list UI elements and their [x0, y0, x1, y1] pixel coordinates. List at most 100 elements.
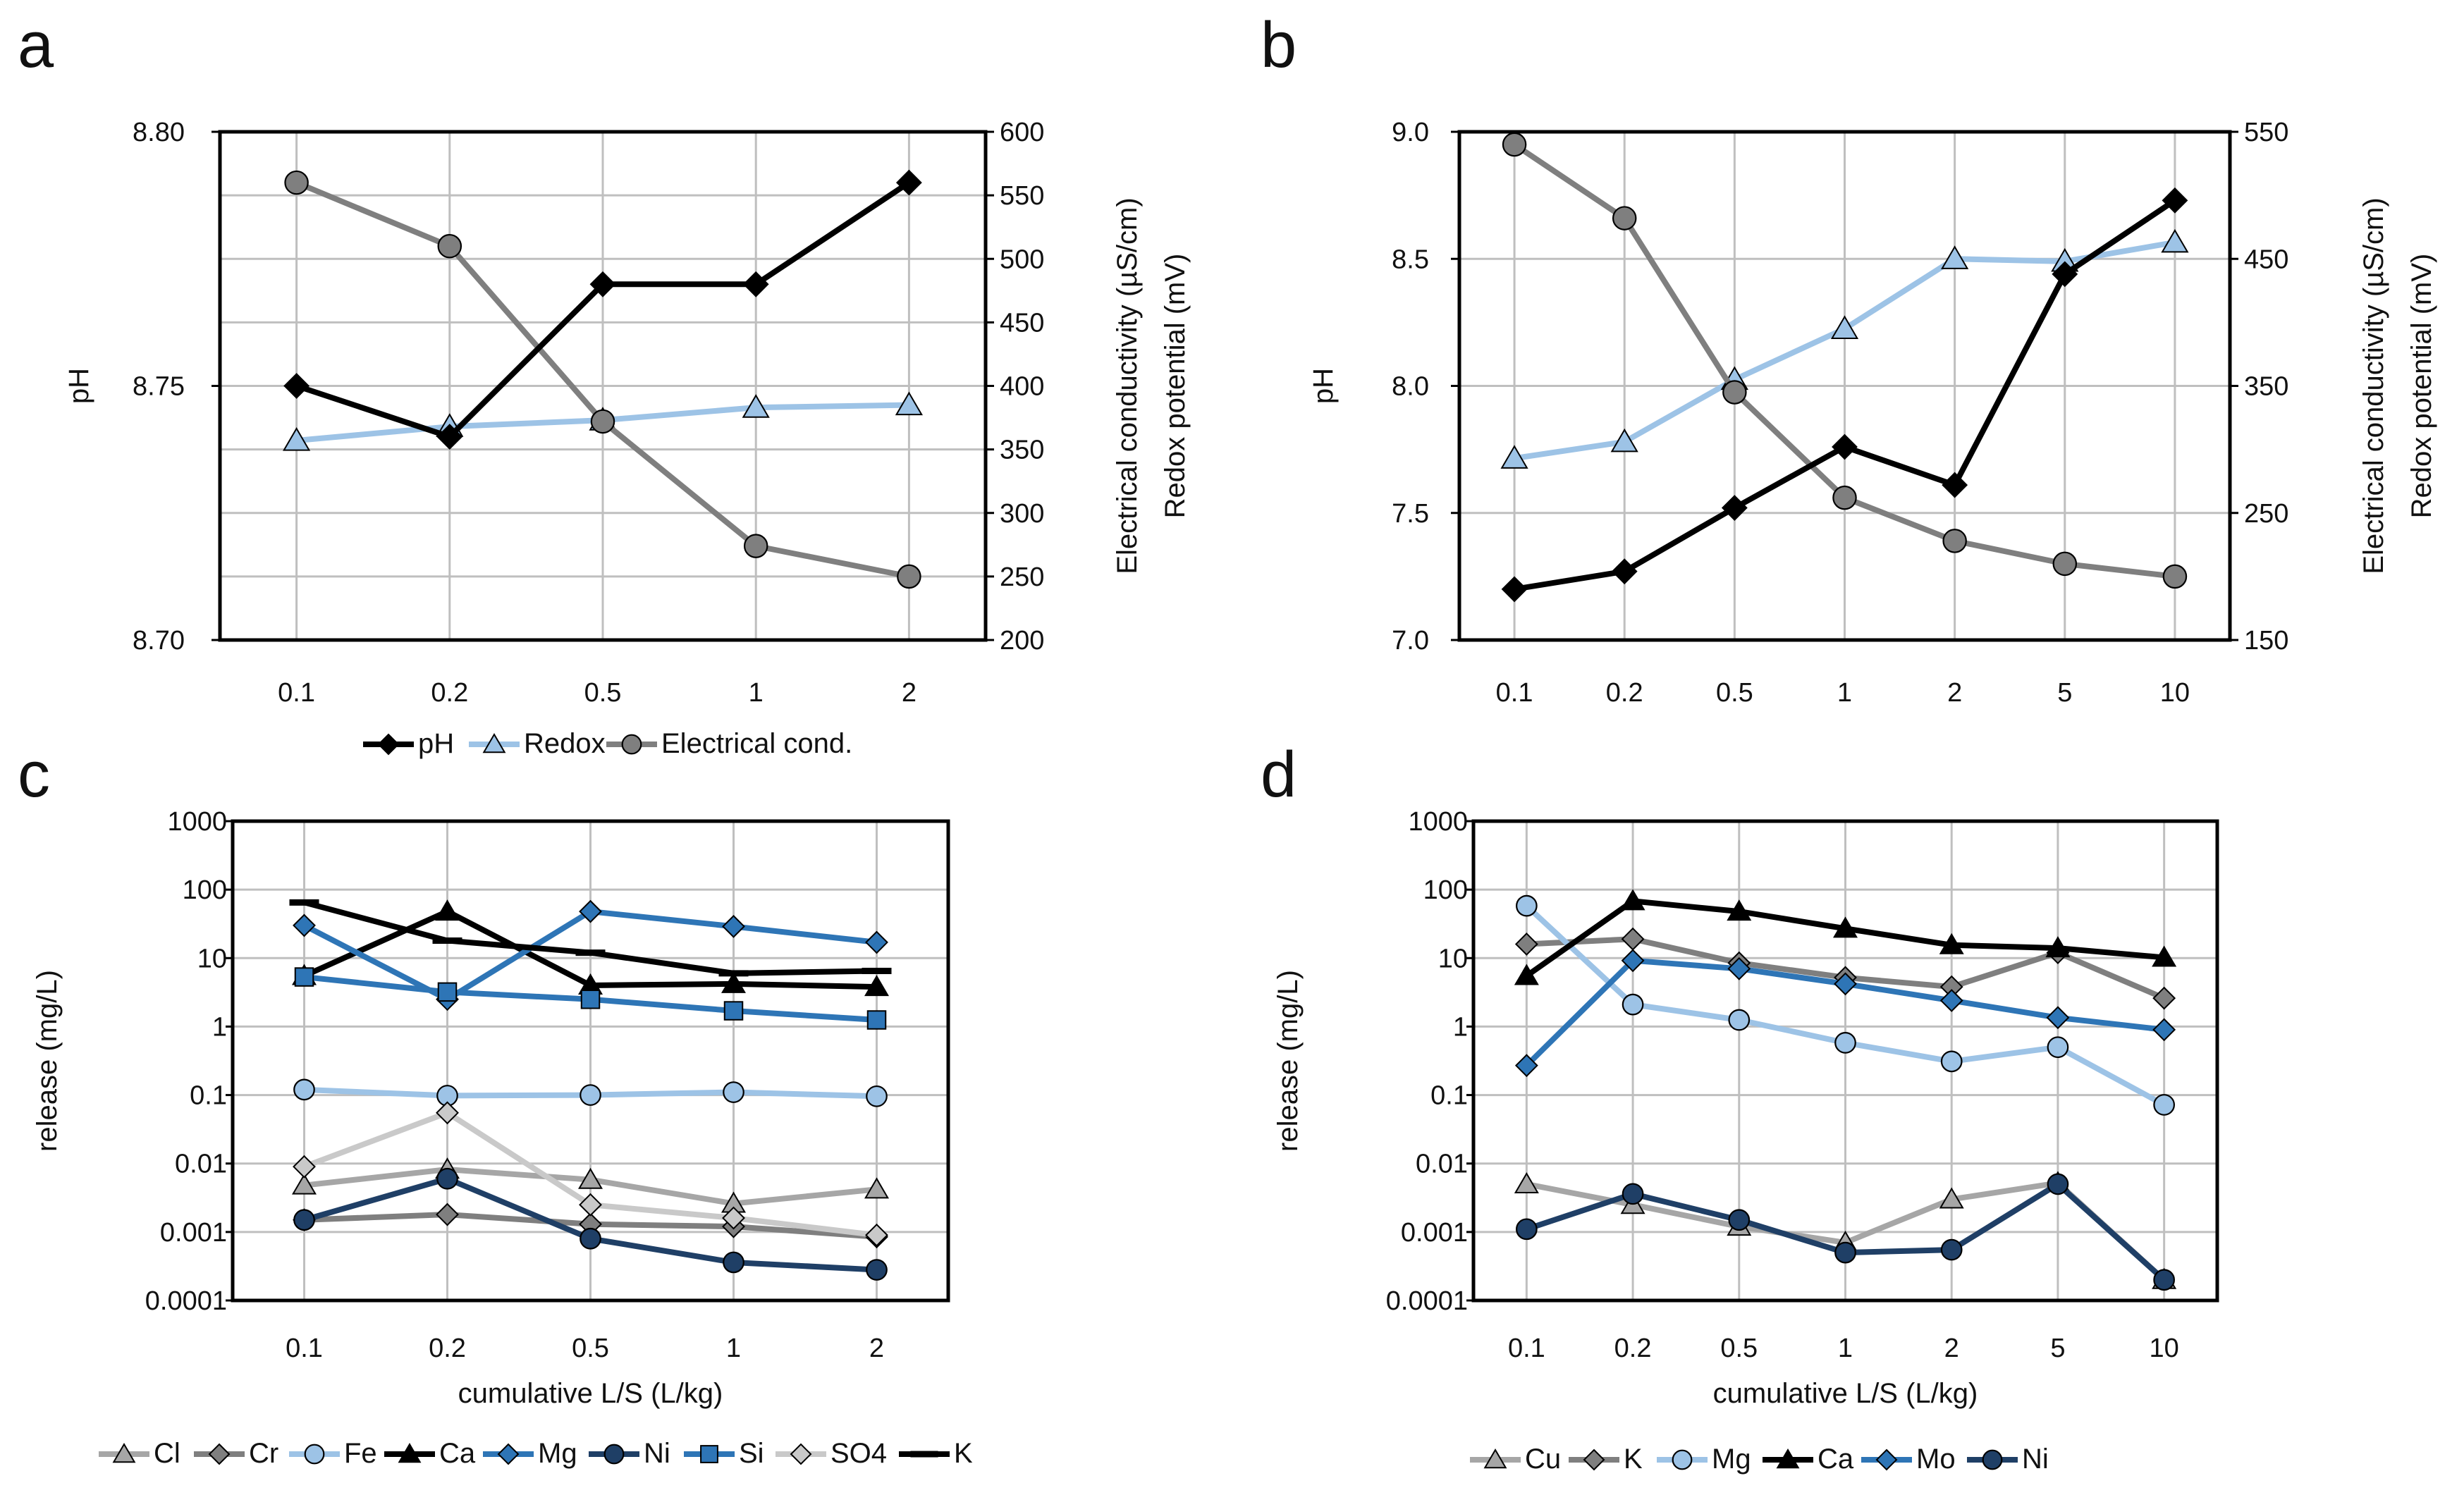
legend-label-so4: SO4: [830, 1438, 887, 1469]
y-right-axis-label-2: Redox potential (mV): [1160, 254, 1191, 519]
data-point-mg: [1516, 894, 1538, 917]
chart-b: 7.0 7.5 8.0 8.5 9.0 150 250 350 450 550 0.1 0.2 0.5 1…: [1308, 118, 2437, 708]
legend-label-cl: Cl: [154, 1438, 180, 1469]
data-point-electrical-cond-: [1942, 529, 1967, 553]
legend-item-k: K: [1569, 1444, 1643, 1475]
data-point-electrical-cond-: [437, 233, 462, 259]
data-point-ca: [1939, 933, 1964, 954]
data-point-so4: [293, 1155, 316, 1179]
x-tick-label: 0.1: [278, 678, 315, 708]
data-point-mg: [1728, 1009, 1751, 1031]
y-right-tick-label: 450: [1000, 308, 1044, 338]
data-point-ni: [1516, 1218, 1538, 1241]
y-right-tick-label: 250: [1000, 562, 1044, 592]
data-point-cl: [578, 1167, 603, 1189]
x-tick-label: 0.1: [1508, 1334, 1545, 1363]
legend-item-k: K: [899, 1438, 973, 1469]
x-tick-label: 1: [726, 1334, 741, 1363]
data-point-ph: [1942, 472, 1968, 498]
x-tick-label: 1: [1838, 1334, 1853, 1363]
y-left-tick-label: 8.70: [133, 626, 185, 656]
y-axis-label: release (mg/L): [32, 970, 63, 1152]
y-tick-label: 100: [1423, 875, 1468, 905]
legend-d: Cu K Mg Ca Mo Ni: [1470, 1444, 2049, 1475]
panel-label-a: a: [18, 9, 54, 81]
data-point-ph: [436, 424, 463, 450]
y-tick-label: 0.01: [175, 1150, 227, 1179]
legend-item-cu: Cu: [1470, 1444, 1561, 1475]
legend-item-ph: pH: [363, 728, 454, 759]
legend-item-cr: Cr: [194, 1438, 278, 1469]
data-point-mg: [293, 913, 316, 937]
y-right-tick-label: 600: [1000, 118, 1044, 147]
data-point-si: [580, 990, 601, 1009]
data-point-so4: [436, 1101, 459, 1125]
legend-item-si: Si: [684, 1438, 764, 1469]
x-tick-label: 2: [1947, 678, 1962, 708]
x-tick-label: 0.5: [572, 1334, 609, 1363]
legend-marker-fe: [304, 1444, 325, 1465]
y-right-tick-label: 300: [1000, 499, 1044, 529]
data-point-ph: [742, 271, 769, 297]
panel-label-d: d: [1261, 739, 1297, 811]
data-point-ph: [1611, 558, 1638, 585]
data-point-k: [2152, 986, 2176, 1010]
x-tick-label: 0.2: [429, 1334, 466, 1363]
data-point-electrical-cond-: [1722, 380, 1747, 405]
data-point-ni: [2047, 1173, 2069, 1195]
data-point-mo: [1939, 989, 1963, 1012]
data-point-mg: [1834, 1032, 1856, 1054]
x-tick-label: 2: [902, 678, 917, 708]
y-tick-label: 1000: [1408, 807, 1468, 837]
legend-marker-mo: [1875, 1448, 1898, 1471]
data-point-si: [437, 982, 458, 1002]
data-point-fe: [580, 1084, 601, 1106]
chart-c: 0.0001 0.001 0.01 0.1 1 10 100 1000 0.1 0.2 0.5 1 2 c…: [32, 807, 950, 1409]
x-tick-label: 0.2: [1614, 1334, 1652, 1363]
legend-marker-electrical-cond-: [621, 734, 642, 755]
data-point-si: [294, 967, 314, 987]
legend-marker-ca: [398, 1443, 422, 1463]
data-point-so4: [722, 1206, 745, 1230]
legend-item-cl: Cl: [99, 1438, 180, 1469]
y-tick-label: 1: [212, 1012, 227, 1042]
y-right-tick-label: 550: [1000, 181, 1044, 211]
legend-label-k: K: [954, 1438, 973, 1469]
data-point-mg: [722, 914, 745, 938]
data-point-mo: [1834, 972, 1857, 996]
plot-frame: [1471, 819, 2219, 1303]
data-point-electrical-cond-: [743, 534, 768, 558]
data-point-cr: [436, 1202, 459, 1226]
y-right-tick-label: 200: [1000, 626, 1044, 656]
data-point-electrical-cond-: [2052, 551, 2078, 577]
x-tick-label: 2: [1944, 1334, 1959, 1363]
legend-label-redox: Redox: [524, 728, 606, 759]
data-point-k: [1514, 933, 1538, 956]
data-point-electrical-cond-: [1502, 132, 1527, 157]
x-tick-label: 0.1: [1496, 678, 1533, 708]
data-point-mg: [2047, 1036, 2069, 1059]
y-right-tick-label: 250: [2244, 499, 2288, 529]
data-point-ni: [866, 1259, 888, 1281]
legend-marker-redox: [482, 733, 506, 753]
chart-d: 0.0001 0.001 0.01 0.1 1 10 100 1000 0.1 0.2 0.5 1 2 5…: [1273, 807, 2219, 1409]
y-left-tick-label: 8.75: [133, 372, 185, 402]
data-point-fe: [723, 1081, 744, 1103]
data-point-mo: [1727, 956, 1751, 980]
legend-marker-mg: [1672, 1449, 1693, 1470]
data-point-ni: [723, 1251, 744, 1274]
data-point-ph: [283, 373, 310, 399]
x-tick-label: 0.5: [1720, 1334, 1758, 1363]
data-point-ph: [2052, 261, 2078, 288]
legend-item-so4: SO4: [776, 1438, 887, 1469]
y-tick-label: 1000: [167, 807, 227, 837]
legend-item-ca: Ca: [1763, 1444, 1854, 1475]
y-left-axis-label: pH: [63, 368, 94, 404]
legend-item-fe: Fe: [289, 1438, 377, 1469]
data-point-electrical-cond-: [2162, 564, 2188, 589]
y-axis-label: release (mg/L): [1273, 970, 1304, 1152]
legend-item-ca: Ca: [384, 1438, 476, 1469]
y-right-tick-label: 350: [1000, 436, 1044, 465]
data-point-mg: [579, 899, 602, 923]
